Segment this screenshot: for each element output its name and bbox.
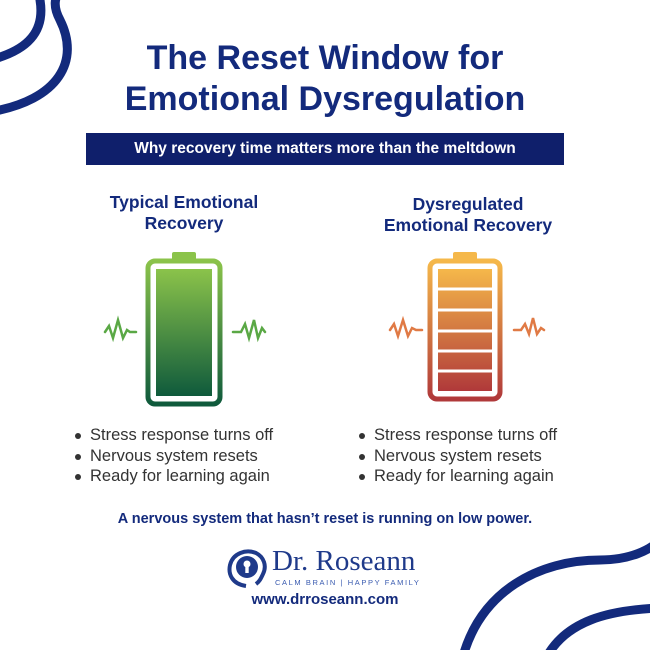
list-item: Nervous system resets <box>356 446 557 467</box>
dysregulated-bullet-list: Stress response turns off Nervous system… <box>356 425 557 487</box>
wave-icon-orange <box>388 315 546 341</box>
typical-recovery-heading: Typical Emotional Recovery <box>54 192 314 234</box>
list-item: Ready for learning again <box>356 466 557 487</box>
heading-line: Dysregulated <box>412 194 524 214</box>
heading-line: Typical Emotional <box>109 192 259 212</box>
heading-line: Emotional Recovery <box>383 215 553 235</box>
website-link[interactable]: www.drroseann.com <box>251 591 399 608</box>
list-item: Stress response turns off <box>72 425 273 446</box>
title-line-2: Emotional Dysregulation <box>124 80 526 118</box>
bottom-right-swoosh <box>460 542 650 650</box>
subtitle-banner: Why recovery time matters more than the … <box>86 133 564 165</box>
heading-line: Recovery <box>144 213 224 233</box>
key-statement: A nervous system that hasn’t reset is ru… <box>117 511 533 527</box>
dysregulated-recovery-heading: Dysregulated Emotional Recovery <box>338 194 598 236</box>
page-title: The Reset Window for Emotional Dysregula… <box>0 38 650 120</box>
list-item: Ready for learning again <box>72 466 273 487</box>
title-line-1: The Reset Window for <box>146 39 504 77</box>
brain-keyhole-logo-icon <box>227 549 267 588</box>
list-item: Stress response turns off <box>356 425 557 446</box>
typical-bullet-list: Stress response turns off Nervous system… <box>72 425 273 487</box>
logo-name: Dr. Roseann <box>272 545 416 577</box>
segmented-battery-icon <box>427 252 503 402</box>
wave-icon-green <box>103 315 267 343</box>
logo-tagline: CALM BRAIN | HAPPY FAMILY <box>275 578 421 587</box>
list-item: Nervous system resets <box>72 446 273 467</box>
battery-illustrations <box>103 252 546 407</box>
top-left-swoosh <box>0 0 72 115</box>
full-battery-icon <box>145 252 223 407</box>
